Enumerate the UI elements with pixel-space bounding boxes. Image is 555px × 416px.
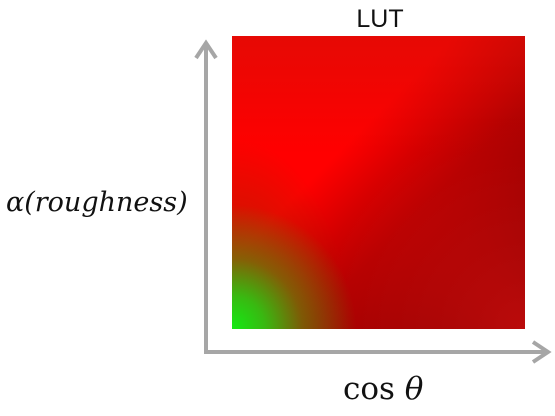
x-axis-label-prefix: cos — [343, 371, 405, 407]
lut-title: LUT — [356, 5, 404, 33]
lut-texture — [232, 36, 525, 329]
x-axis-arrowhead — [531, 340, 552, 364]
lut-green-corner — [232, 36, 525, 329]
y-axis-label: α(roughness) — [6, 187, 188, 218]
y-axis-arrowhead — [194, 39, 218, 60]
x-axis-label: cos θ — [343, 371, 423, 407]
x-axis-label-symbol: θ — [404, 371, 424, 407]
